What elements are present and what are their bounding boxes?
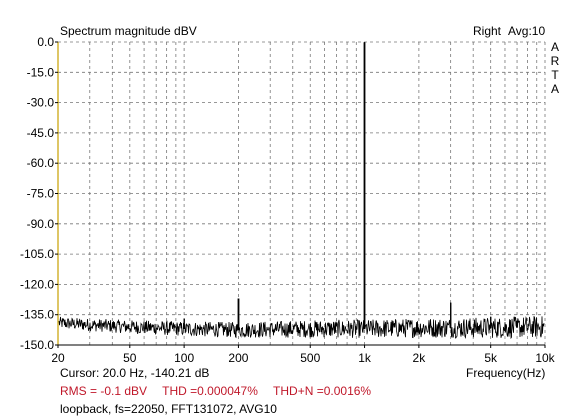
x-tick-label: 2k — [413, 351, 427, 365]
y-tick-label: -45.0 — [27, 126, 55, 140]
y-tick-label: -15.0 — [27, 65, 55, 79]
rms-value: RMS = -0.1 dBV — [60, 384, 148, 398]
brand-letter: R — [550, 54, 560, 68]
cursor-readout: Cursor: 20.0 Hz, -140.21 dB — [60, 366, 210, 380]
y-tick-label: -120.0 — [20, 277, 54, 291]
arta-brand: A R T A — [549, 40, 561, 96]
brand-letter: A — [550, 82, 559, 96]
x-tick-label: 5k — [484, 351, 498, 365]
analysis-info: loopback, fs=22050, FFT131072, AVG10 — [60, 402, 277, 416]
brand-letter: T — [551, 68, 559, 82]
channel-label: Right — [473, 24, 502, 38]
y-tick-label: -60.0 — [27, 156, 55, 170]
y-tick-label: -90.0 — [27, 217, 55, 231]
x-tick-label: 1k — [358, 351, 372, 365]
x-axis-label: Frequency(Hz) — [466, 366, 546, 380]
y-tick-label: -75.0 — [27, 187, 55, 201]
y-tick-label: -135.0 — [20, 308, 54, 322]
thdn-value: THD+N =0.0016% — [273, 384, 372, 398]
average-label: Avg:10 — [508, 24, 546, 38]
spectrum-trace — [58, 42, 545, 340]
x-tick-label: 100 — [174, 351, 194, 365]
y-tick-label: -150.0 — [20, 338, 54, 352]
chart-title: Spectrum magnitude dBV — [60, 24, 197, 38]
x-tick-label: 500 — [300, 351, 320, 365]
measurement-line: RMS = -0.1 dBV THD =0.000047% THD+N =0.0… — [60, 384, 383, 398]
x-tick-label: 20 — [51, 351, 65, 365]
x-tick-label: 200 — [228, 351, 248, 365]
y-tick-label: -105.0 — [20, 247, 54, 261]
y-tick-label: 0.0 — [37, 35, 54, 49]
x-tick-label: 10k — [535, 351, 555, 365]
brand-letter: A — [550, 40, 559, 54]
x-tick-label: 50 — [123, 351, 137, 365]
thd-value: THD =0.000047% — [162, 384, 258, 398]
y-tick-label: -30.0 — [27, 96, 55, 110]
plot-area — [58, 42, 545, 345]
